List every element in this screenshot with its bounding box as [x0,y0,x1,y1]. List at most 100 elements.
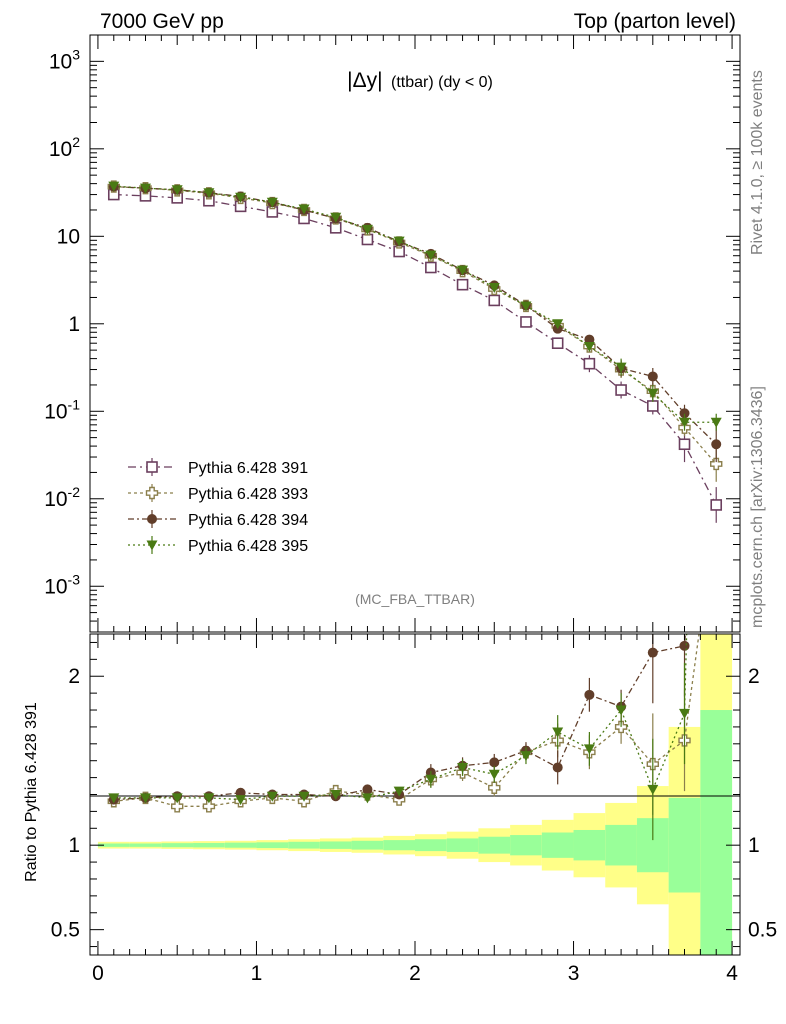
ratio-ylabel: Ratio to Pythia 6.428 391 [23,702,40,882]
band-green [700,710,733,955]
ratio-point [171,793,183,804]
legend-marker [146,461,158,473]
data-point [456,278,469,291]
data-point [361,224,373,235]
legend-marker [147,514,157,524]
ratio-point [361,793,373,804]
data-point [330,212,342,223]
ratio-point [552,727,564,738]
ratio-xtick-label: 4 [726,962,738,985]
main-panel: 10-3 10-2 10-1 1 10 102 103 |Δy| (ttbar) (dy <… [44,34,741,633]
ratio-panel: 0.5 0.5 1 1 2 2 0 1 2 3 4 Ratio to Pythia 6.428 39… [23,633,777,985]
data-point [678,438,691,451]
band-green [668,797,701,893]
data-point [171,185,183,196]
legend-entry: Pythia 6.428 393 [128,484,308,503]
data-point [520,316,532,328]
data-point [488,282,500,293]
data-point [361,233,374,246]
ratio-series-0 [107,634,700,815]
main-frame [89,34,741,633]
band-green [510,835,542,856]
band-green [193,842,225,848]
ratio-point [552,762,563,773]
main-title-sub: (ttbar) (dy < 0) [391,74,493,91]
ratio-point [647,784,659,795]
series-1 [107,180,723,482]
ratio-point [615,705,627,716]
legend-entry: Pythia 6.428 391 [128,458,308,477]
ratio-point [266,791,278,802]
data-point [235,192,247,203]
data-point [583,357,596,370]
ratio-point [362,784,373,795]
ratio-point [330,790,342,800]
data-point [615,362,627,373]
ratio-point [583,744,595,755]
band-green [129,843,162,847]
band-green [415,839,447,852]
band-green [319,841,352,849]
legend-label: Pythia 6.428 394 [188,512,308,529]
data-point [551,337,564,350]
ratio-point [679,640,690,651]
series-line [113,193,717,506]
band-green [541,832,574,858]
ratio-series-line [113,634,700,807]
data-point [710,499,723,511]
legend-entry: Pythia 6.428 395 [128,536,308,555]
ratio-xtick-label: 0 [92,962,104,985]
main-ytick-label: 103 [49,46,80,73]
series-3 [108,181,722,431]
main-title: |Δy| (ttbar) (dy < 0) [347,69,493,92]
ratio-point [520,751,532,762]
ratio-ytick-label: 0.5 [51,919,80,942]
main-ytick-label: 102 [49,134,80,161]
data-point [647,400,659,412]
ratio-point [488,781,501,794]
data-point [647,388,659,399]
band-green [446,838,479,852]
data-point [520,301,532,312]
data-point [457,265,469,276]
ratio-point [457,762,469,773]
analysis-tag: (MC_FBA_TTBAR) [355,591,475,607]
main-ytick-label: 1 [68,313,80,336]
ratio-series-2 [108,634,691,841]
ratio-xtick-label: 3 [568,962,580,985]
data-point [679,417,691,428]
data-point [583,342,595,353]
main-ytick-label: 10-1 [44,396,80,423]
data-point [108,181,120,192]
mcplots-reference-note: mcplots.cern.ch [arXiv:1306.3436] [749,386,766,628]
legend-entry: Pythia 6.428 394 [128,510,308,529]
ratio-point [298,791,310,802]
ratio-ytick-label-right: 1 [748,834,760,857]
main-ytick-label: 10-2 [44,484,80,511]
data-point [615,384,627,396]
data-point [139,183,151,194]
ratio-ytick-label-right: 0.5 [748,919,777,942]
ratio-point [393,786,405,797]
ratio-point [202,800,216,813]
series-2 [108,181,722,463]
ratio-point [425,774,437,785]
legend-label: Pythia 6.428 391 [188,460,308,477]
legend: Pythia 6.428 391 Pythia 6.428 393 Pythia 6… [128,458,308,555]
data-point [679,408,690,419]
band-green [224,842,257,848]
data-point [647,371,658,382]
ratio-xtick-label: 1 [251,962,263,985]
data-point [425,261,437,274]
ratio-ytick-label: 2 [68,665,80,688]
ratio-point [647,647,658,658]
header-left: 7000 GeV pp [100,10,224,33]
ratio-point [203,793,215,804]
band-green [97,843,130,847]
ratio-ytick-label-right: 2 [748,665,760,688]
main-title-main: |Δy| [347,69,382,92]
ratio-point [108,793,120,804]
band-green [351,840,384,850]
ratio-series-line [113,634,686,801]
